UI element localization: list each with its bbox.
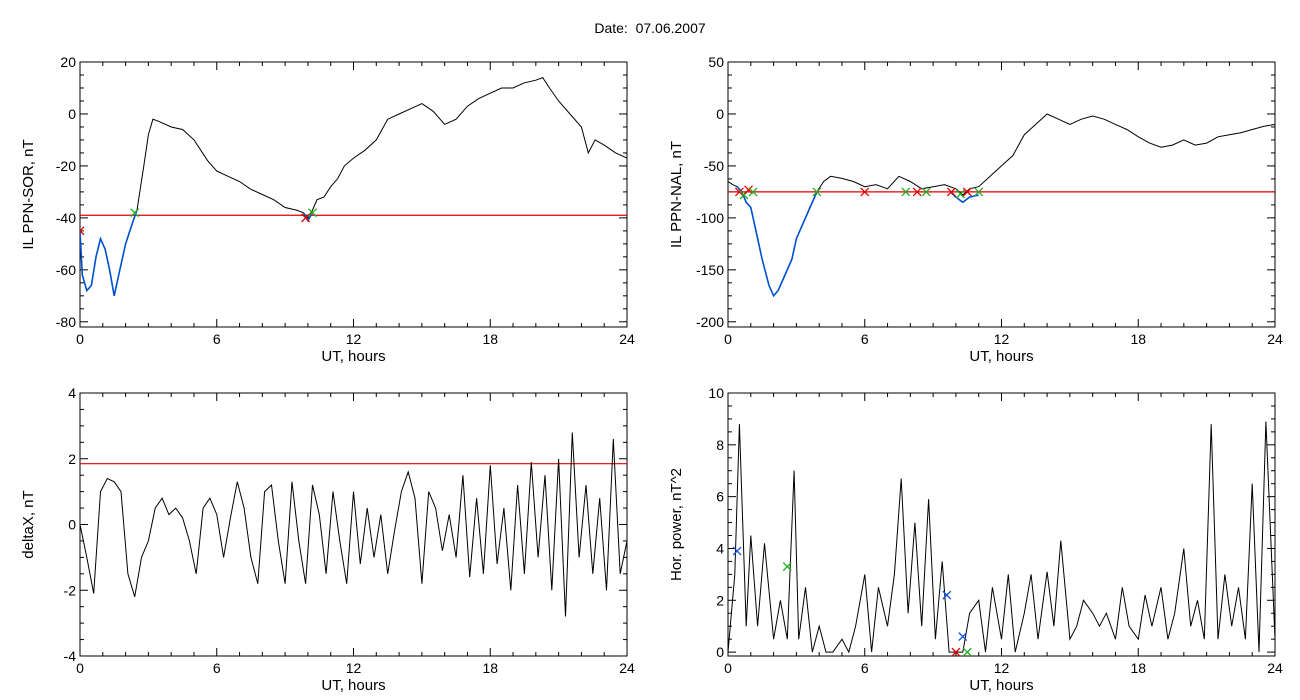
- date-label: Date:: [594, 20, 628, 36]
- y-tick-label: 20: [60, 54, 76, 70]
- x-tick-label: 12: [346, 331, 362, 347]
- y-tick-label: 0: [68, 517, 76, 533]
- x-tick-label: 6: [861, 331, 869, 347]
- y-tick-label: 0: [716, 644, 724, 660]
- data-marker-blue: [942, 590, 952, 600]
- y-tick-label: -200: [696, 314, 724, 330]
- data-marker-green: [956, 189, 965, 199]
- data-marker-green: [901, 187, 911, 197]
- x-tick-label: 18: [482, 331, 498, 347]
- y-tick-label: -20: [56, 158, 76, 174]
- y-axis-label: IL PPN-SOR, nT: [20, 139, 37, 249]
- y-tick-label: -80: [56, 314, 76, 330]
- data-marker-red: [301, 213, 311, 223]
- x-tick-label: 24: [619, 331, 635, 347]
- plot-area: [728, 421, 1275, 656]
- x-tick-label: 6: [213, 660, 221, 676]
- highlight-series-line: [80, 209, 138, 296]
- x-tick-label: 18: [482, 660, 498, 676]
- panel-ppn-nal: 0 6 12 18 24 -200 -150 -100 -50 0 50 UT, hours IL PP…: [668, 54, 1283, 365]
- y-tick-label: -100: [696, 210, 724, 226]
- x-axis-label: UT, hours: [969, 348, 1033, 365]
- x-tick-label: 0: [724, 331, 732, 347]
- data-marker-green: [921, 187, 931, 197]
- series-line: [80, 432, 627, 617]
- y-tick-label: 6: [716, 489, 724, 505]
- x-tick-label: 6: [861, 660, 869, 676]
- y-tick-label: -40: [56, 210, 76, 226]
- x-tick-label: 0: [724, 660, 732, 676]
- data-marker-red: [734, 187, 744, 197]
- y-axis-label: deltaX, nT: [20, 490, 37, 558]
- series-line: [80, 76, 627, 296]
- x-tick-label: 12: [346, 660, 362, 676]
- data-marker-red: [912, 187, 922, 197]
- y-tick-label: 4: [716, 540, 724, 556]
- y-tick-label: 2: [68, 451, 76, 467]
- x-axis-label: UT, hours: [969, 677, 1033, 694]
- x-tick-label: 12: [994, 660, 1010, 676]
- data-marker-green: [308, 208, 317, 218]
- highlight-series-line: [736, 186, 818, 298]
- data-marker-red: [951, 647, 961, 656]
- data-marker-green: [962, 647, 972, 656]
- data-marker-blue: [958, 632, 968, 642]
- y-tick-label: -150: [696, 262, 724, 278]
- data-marker-red: [80, 226, 85, 236]
- x-tick-label: 6: [213, 331, 221, 347]
- plot-area: [728, 113, 1275, 298]
- data-marker-green: [782, 562, 792, 572]
- y-axis-label: IL PPN-NAL, nT: [668, 141, 685, 248]
- y-tick-label: 2: [716, 592, 724, 608]
- y-axis-label: Hor. power, nT^2: [668, 468, 685, 581]
- plot-frame: [727, 61, 1276, 328]
- x-tick-label: 0: [76, 331, 84, 347]
- y-tick-label: 50: [708, 54, 724, 70]
- plot-frame: [79, 392, 628, 657]
- plot-area: [80, 432, 627, 617]
- y-tick-label: 0: [716, 106, 724, 122]
- date-value: 07.06.2007: [635, 20, 706, 36]
- x-axis-label: UT, hours: [321, 677, 385, 694]
- y-tick-label: 4: [68, 385, 76, 401]
- y-tick-label: 8: [716, 437, 724, 453]
- data-marker-red: [744, 185, 753, 195]
- x-tick-label: 18: [1130, 660, 1146, 676]
- chart-title: Date: 07.06.2007: [0, 20, 1300, 36]
- y-tick-label: -60: [56, 262, 76, 278]
- x-tick-label: 24: [1267, 331, 1283, 347]
- data-marker-green: [812, 187, 822, 197]
- data-marker-blue: [732, 546, 742, 556]
- y-tick-label: -2: [64, 582, 77, 598]
- data-marker-green: [748, 187, 758, 197]
- data-marker-red: [946, 187, 956, 197]
- x-tick-label: 18: [1130, 331, 1146, 347]
- y-tick-label: -50: [704, 158, 724, 174]
- y-tick-label: -4: [64, 648, 77, 664]
- y-tick-label: 10: [708, 385, 724, 401]
- data-marker-green: [130, 208, 140, 218]
- series-line: [728, 113, 1275, 297]
- y-tick-label: 0: [68, 106, 76, 122]
- x-tick-label: 12: [994, 331, 1010, 347]
- data-marker-green: [974, 187, 984, 197]
- plot-frame: [79, 61, 628, 328]
- x-tick-label: 0: [76, 660, 84, 676]
- series-line: [728, 421, 1275, 654]
- data-marker-red: [962, 187, 972, 197]
- data-marker-red: [860, 187, 870, 197]
- x-axis-label: UT, hours: [321, 348, 385, 365]
- panel-ppn-sor: 0 6 12 18 24 -80 -60 -40 -20 0 20 UT, hours IL PPN-S…: [20, 54, 635, 365]
- x-tick-label: 24: [619, 660, 635, 676]
- plot-area: [80, 76, 627, 296]
- x-tick-label: 24: [1267, 660, 1283, 676]
